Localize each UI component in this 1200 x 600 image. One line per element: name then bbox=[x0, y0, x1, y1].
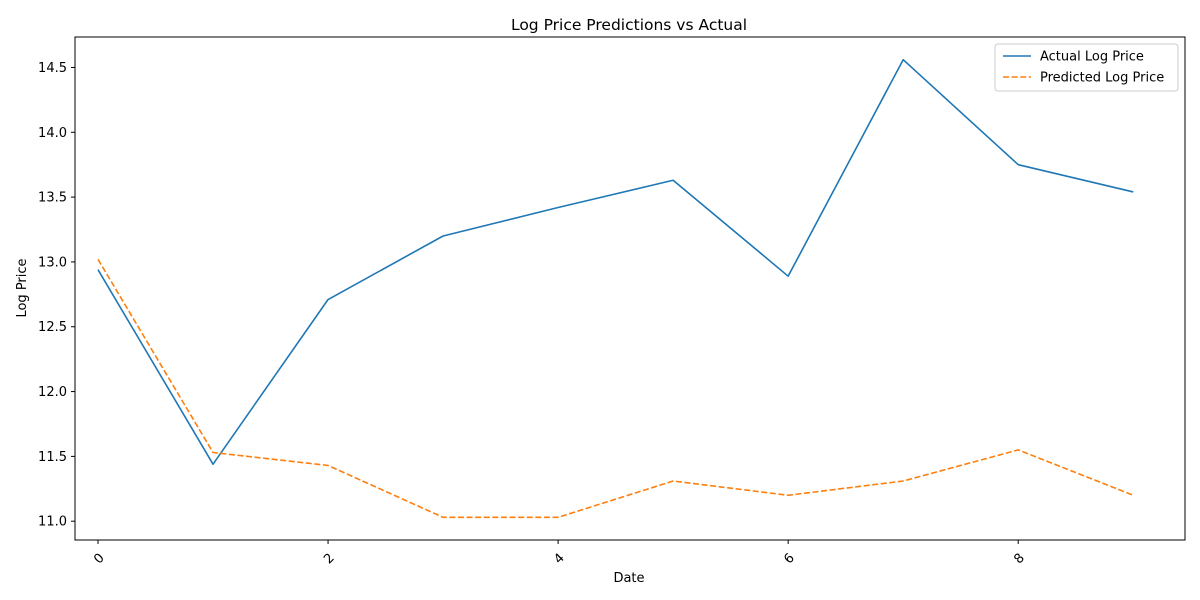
plot-area-frame bbox=[74, 36, 1186, 541]
x-tick-label: 6 bbox=[781, 551, 797, 567]
legend-box bbox=[994, 43, 1179, 92]
y-tick-label: 11.5 bbox=[38, 450, 67, 465]
legend: Actual Log Price Predicted Log Price bbox=[994, 43, 1179, 92]
x-axis-ticks: 0 2 4 6 8 bbox=[91, 540, 1028, 567]
y-tick-label: 12.0 bbox=[38, 385, 67, 400]
series-line-predicted bbox=[97, 258, 1134, 519]
series-line-actual bbox=[97, 58, 1134, 465]
x-tick-label: 0 bbox=[91, 551, 107, 567]
y-tick-label: 13.5 bbox=[38, 191, 67, 206]
series-layer bbox=[97, 58, 1134, 519]
legend-label-actual: Actual Log Price bbox=[1040, 50, 1144, 65]
x-tick-label: 2 bbox=[321, 551, 337, 567]
y-tick-label: 12.5 bbox=[38, 320, 67, 335]
y-tick-label: 11.0 bbox=[38, 515, 67, 530]
y-tick-label: 14.0 bbox=[38, 126, 67, 141]
y-axis-ticks: 11.0 11.5 12.0 12.5 13.0 13.5 14.0 14.5 bbox=[38, 61, 75, 530]
y-axis-label: Log Price bbox=[15, 258, 30, 317]
y-tick-label: 14.5 bbox=[38, 61, 67, 76]
x-axis-label: Date bbox=[613, 571, 644, 586]
y-tick-label: 13.0 bbox=[38, 255, 67, 270]
legend-label-predicted: Predicted Log Price bbox=[1040, 71, 1164, 86]
x-tick-label: 8 bbox=[1011, 551, 1027, 567]
x-tick-label: 4 bbox=[551, 551, 567, 567]
chart-title: Log Price Predictions vs Actual bbox=[511, 16, 747, 34]
